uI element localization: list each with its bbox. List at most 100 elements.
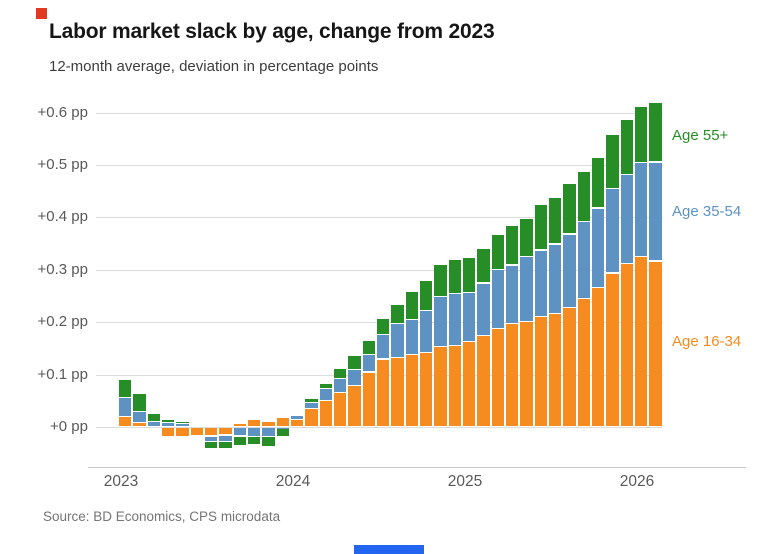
bar-segment bbox=[463, 292, 476, 341]
bar-segment bbox=[520, 257, 533, 322]
bar-segment bbox=[463, 258, 476, 292]
bar-segment bbox=[291, 419, 304, 427]
bar-segment bbox=[391, 324, 404, 357]
bar-segment bbox=[506, 226, 519, 265]
bar-segment bbox=[405, 355, 419, 427]
bar-segment bbox=[291, 415, 304, 419]
x-axis-tick-label: 2026 bbox=[619, 473, 655, 490]
x-axis-line bbox=[88, 467, 746, 468]
bar-segment bbox=[334, 368, 347, 378]
bar-segment bbox=[176, 421, 189, 423]
chart-subtitle: 12-month average, deviation in percentag… bbox=[49, 58, 379, 75]
bar-segment bbox=[491, 269, 505, 328]
bar-segment bbox=[563, 234, 576, 307]
bar-segment bbox=[334, 393, 347, 427]
y-axis-tick-label: +0.3 pp bbox=[37, 261, 88, 278]
bar-segment bbox=[176, 423, 189, 427]
bar-segment bbox=[606, 189, 619, 273]
bar-segment bbox=[205, 436, 218, 441]
bar-segment bbox=[348, 385, 361, 427]
bar-segment bbox=[620, 120, 633, 174]
bar-segment bbox=[520, 322, 533, 427]
bar-segment bbox=[147, 422, 161, 427]
bar-segment bbox=[348, 356, 361, 369]
bar-segment bbox=[219, 442, 232, 449]
brand-chip bbox=[36, 8, 47, 19]
bar-segment bbox=[420, 311, 433, 352]
series-label-age-55plus: Age 55+ bbox=[672, 127, 729, 144]
footer-accent-bar bbox=[354, 545, 424, 554]
series-label-age-35-54: Age 35-54 bbox=[672, 203, 742, 220]
bar-segment bbox=[133, 422, 146, 427]
chart-title: Labor market slack by age, change from 2… bbox=[49, 20, 495, 43]
bar-segment bbox=[362, 355, 376, 372]
bar-segment bbox=[262, 427, 275, 436]
bar-segment bbox=[362, 372, 376, 427]
bar-segment bbox=[248, 427, 261, 436]
bar-segment bbox=[448, 346, 462, 427]
y-axis-tick-label: +0.4 pp bbox=[37, 208, 88, 225]
y-axis-tick-label: +0.6 pp bbox=[37, 104, 88, 121]
bar-segment bbox=[162, 420, 175, 422]
bar-segment bbox=[563, 308, 576, 427]
bar-segment bbox=[592, 157, 605, 208]
bar-segment bbox=[620, 264, 633, 427]
bar-segment bbox=[463, 342, 476, 427]
bar-segment bbox=[420, 353, 433, 427]
bar-segment bbox=[362, 341, 376, 354]
source-note: Source: BD Economics, CPS microdata bbox=[43, 509, 281, 524]
bar-segment bbox=[391, 357, 404, 427]
bar-segment bbox=[219, 427, 232, 435]
y-axis-tick-label: +0.1 pp bbox=[37, 366, 88, 383]
bar-segment bbox=[391, 304, 404, 324]
bar-segment bbox=[190, 427, 204, 436]
bar-segment bbox=[534, 250, 548, 316]
bar-segment bbox=[434, 297, 447, 346]
bar-segment bbox=[262, 437, 275, 446]
bar-segment bbox=[592, 208, 605, 287]
bar-segment bbox=[248, 419, 261, 427]
bar-segment bbox=[477, 283, 490, 335]
bar-segment bbox=[563, 183, 576, 234]
bar-segment bbox=[334, 378, 347, 392]
bar-segment bbox=[219, 435, 232, 442]
bar-segment bbox=[549, 314, 562, 427]
bar-segment bbox=[592, 288, 605, 427]
bar-segment bbox=[405, 320, 419, 355]
bar-segment bbox=[491, 329, 505, 427]
x-axis-tick-label: 2024 bbox=[275, 473, 311, 490]
bar-segment bbox=[248, 437, 261, 444]
bar-segment bbox=[133, 393, 146, 412]
bar-segment bbox=[635, 163, 648, 256]
bar-segment bbox=[276, 427, 290, 429]
bar-segment bbox=[162, 427, 175, 436]
bar-segment bbox=[577, 299, 591, 427]
gridline bbox=[96, 427, 663, 428]
bar-segment bbox=[549, 198, 562, 244]
bar-segment bbox=[262, 421, 275, 427]
bar-segment bbox=[649, 103, 662, 162]
y-axis-tick-label: +0.2 pp bbox=[37, 313, 88, 330]
gridline bbox=[96, 165, 663, 166]
bar-segment bbox=[319, 400, 333, 427]
bar-segment bbox=[606, 134, 619, 188]
bar-segment bbox=[377, 359, 390, 427]
gridline bbox=[96, 270, 663, 271]
bar-segment bbox=[377, 334, 390, 359]
bar-segment bbox=[477, 335, 490, 427]
bar-segment bbox=[276, 417, 290, 427]
bar-segment bbox=[233, 423, 247, 427]
bar-segment bbox=[319, 384, 333, 388]
y-axis-tick-label: +0.5 pp bbox=[37, 156, 88, 173]
x-axis-tick-label: 2023 bbox=[103, 473, 139, 490]
bar-segment bbox=[119, 398, 132, 416]
bar-segment bbox=[434, 264, 447, 296]
bar-segment bbox=[606, 273, 619, 427]
bar-segment bbox=[577, 222, 591, 298]
bar-segment bbox=[377, 318, 390, 334]
bar-segment bbox=[119, 380, 132, 397]
bar-segment bbox=[133, 412, 146, 422]
gridline bbox=[96, 217, 663, 218]
bar-segment bbox=[233, 436, 247, 446]
